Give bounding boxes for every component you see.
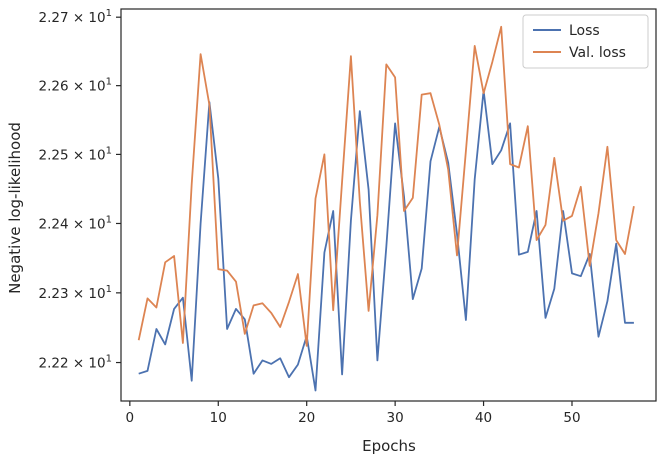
y-axis-title: Negative log-likelihood [6, 122, 24, 294]
series-line-val-loss [137, 25, 635, 347]
series-line-loss [138, 89, 634, 392]
legend-box [522, 14, 649, 69]
plot-frame [120, 8, 657, 402]
x-axis-title: Epochs [362, 437, 416, 455]
legend-label-loss: Loss [569, 23, 600, 39]
axis-ticks: 0 10 20 30 40 50 2.22 × 101 2.23 × 101 2.24 × 10… [38, 8, 580, 426]
x-tick-label: 10 [210, 410, 227, 426]
legend: Loss Val. loss [522, 14, 649, 69]
y-tick-label: 2.23 × 101 [38, 284, 112, 302]
y-tick-label: 2.26 × 101 [38, 77, 112, 95]
x-tick-label: 0 [126, 410, 135, 426]
y-tick-label: 2.27 × 101 [38, 8, 112, 26]
y-tick-label: 2.25 × 101 [38, 145, 112, 163]
x-tick-label: 50 [563, 410, 580, 426]
series-lines [137, 25, 635, 392]
legend-label-val-loss: Val. loss [569, 45, 626, 61]
x-tick-label: 20 [298, 410, 315, 426]
x-tick-label: 40 [475, 410, 492, 426]
y-tick-label: 2.22 × 101 [38, 354, 112, 372]
x-tick-label: 30 [387, 410, 404, 426]
y-tick-label: 2.24 × 101 [38, 214, 112, 232]
